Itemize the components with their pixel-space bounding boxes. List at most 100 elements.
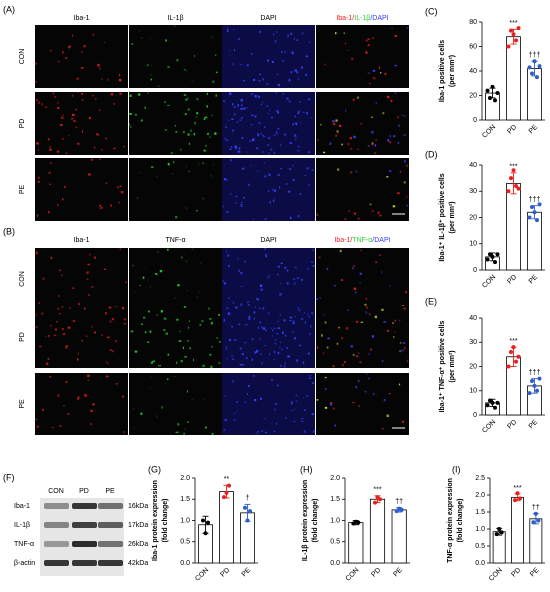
cell-signal [341,337,343,340]
cell-signal [308,184,310,186]
cell-signal [193,55,196,57]
cell-signal [81,92,84,96]
cell-signal [227,312,231,315]
cell-signal [233,418,236,421]
cell-signal [365,373,368,375]
cell-signal [238,147,241,150]
data-point [493,98,497,103]
cell-signal [240,99,243,102]
cell-signal [276,333,279,335]
cell-signal [329,142,332,145]
cell-signal [142,276,145,279]
data-point [493,260,497,265]
cell-signal [375,261,377,264]
cell-signal [86,272,88,274]
cell-signal [264,218,267,220]
bar [506,182,521,271]
panel-label: (G) [148,464,161,474]
cell-signal [226,357,228,360]
cell-signal [271,60,275,63]
cell-signal [272,33,275,36]
cell-signal [359,282,361,284]
size-label: 16kDa [128,503,148,510]
micrograph [129,158,222,221]
cell-signal [174,124,176,127]
data-point [530,205,534,209]
cell-signal [367,145,371,148]
cell-signal [369,313,371,316]
cell-signal [91,326,93,328]
cell-signal [265,253,267,256]
cell-signal [233,412,237,414]
cell-signal [236,401,238,403]
band [44,503,69,509]
cell-signal [277,327,280,329]
cell-signal [202,197,205,200]
cell-signal [285,183,289,185]
cell-signal [354,291,357,294]
cell-signal [207,132,210,136]
cell-signal [234,339,237,341]
cell-signal [263,418,266,420]
cell-signal [399,342,402,344]
cell-signal [294,135,297,137]
cell-signal [261,326,263,329]
cell-signal [348,210,351,212]
cell-signal [90,409,93,412]
bar [511,496,524,564]
cell-signal [284,133,287,136]
cell-signal [276,384,279,387]
y-tick-label: 1.5 [330,496,340,503]
cell-signal [68,45,71,49]
cell-signal [57,60,60,63]
cell-signal [249,140,251,142]
cell-signal [38,302,40,304]
cell-signal [274,402,278,405]
cell-signal [240,204,243,206]
cell-signal [285,334,287,337]
cell-signal [339,124,342,127]
cell-signal [183,432,185,435]
cell-signal [88,293,90,296]
x-tick-label: PD [506,274,518,286]
cell-signal [47,138,50,141]
cell-signal [309,41,311,43]
cell-signal [350,345,353,348]
cell-signal [182,346,184,350]
data-point [509,349,513,354]
cell-signal [272,200,275,202]
cell-signal [184,356,187,358]
cell-signal [171,172,174,175]
cell-signal [389,285,391,288]
data-point [485,88,490,93]
cell-signal [381,360,384,362]
cell-signal [307,313,309,316]
cell-signal [259,284,263,288]
micrograph [129,306,222,368]
cell-signal [101,78,103,80]
data-point [511,345,516,350]
cell-signal [36,425,39,428]
cell-signal [223,178,226,181]
cell-signal [269,109,271,112]
cell-signal [36,214,39,217]
micrograph [129,25,222,88]
cell-signal [384,72,387,76]
cell-signal [81,99,84,101]
cell-signal [372,392,375,396]
cell-signal [305,55,308,58]
cell-signal [228,254,230,256]
cell-signal [158,364,160,367]
cell-signal [255,306,257,309]
cell-signal [228,339,232,342]
cell-signal [347,142,350,146]
cell-signal [237,104,239,107]
cell-signal [250,53,253,55]
cell-signal [129,94,132,97]
cell-signal [401,349,404,352]
cell-signal [45,335,47,338]
cell-signal [227,27,229,30]
cell-signal [202,162,204,164]
y-axis-label: (per mm²) [449,350,456,382]
cell-signal [292,320,295,323]
